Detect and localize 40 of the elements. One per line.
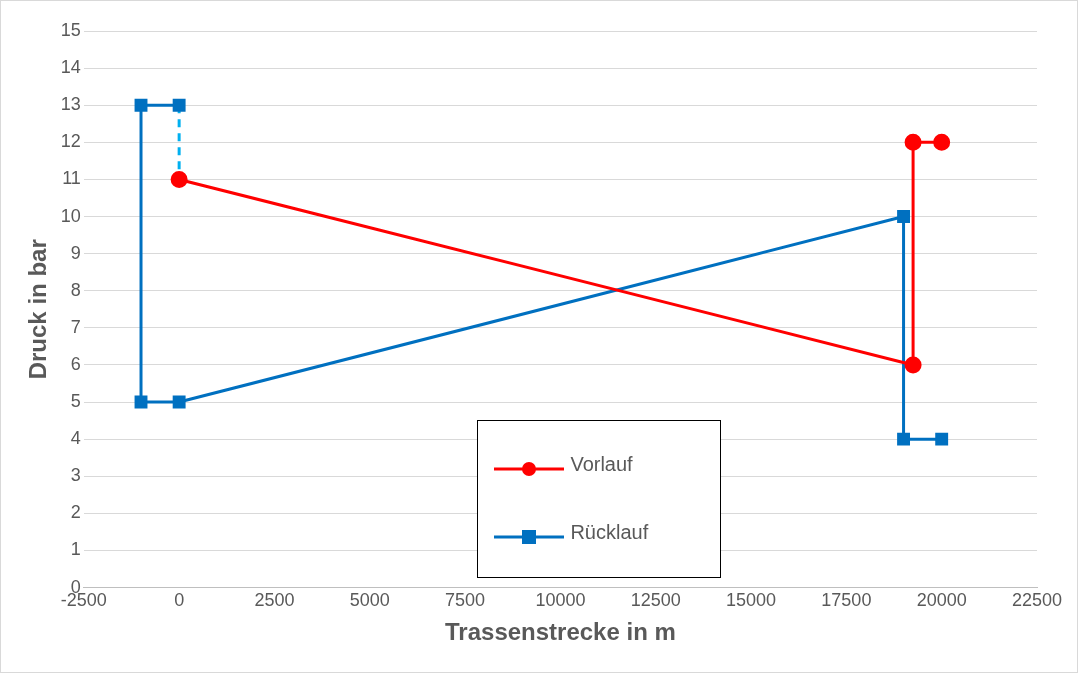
point (172, 98, 186, 112)
y-tick-label: 10 (60, 205, 81, 226)
y-tick-label: 4 (70, 428, 81, 449)
y-tick-label: 14 (60, 57, 81, 78)
point (134, 98, 148, 112)
point (134, 395, 148, 409)
point (904, 133, 922, 151)
y-tick-label: 13 (60, 94, 81, 115)
x-tick-label: 22500 (1011, 590, 1063, 611)
y-tick-label: 6 (70, 353, 81, 374)
y-axis-title: Druck in bar (24, 239, 52, 380)
y-tick-label: 12 (60, 131, 81, 152)
x-axis-title: Trassenstrecke in m (445, 618, 676, 646)
point (170, 170, 188, 188)
x-tick-label: 0 (174, 590, 185, 611)
point (904, 356, 922, 374)
x-tick-label: 12500 (630, 590, 681, 611)
x-tick-label: 2500 (254, 590, 295, 611)
y-tick-label: 15 (60, 19, 81, 40)
x-tick-label: 20000 (916, 590, 967, 611)
y-tick-label: 7 (70, 316, 81, 337)
y-tick-label: 5 (70, 391, 81, 412)
legend-label: Vorlauf (570, 453, 633, 477)
y-tick-label: 1 (70, 539, 81, 560)
y-tick-label: 9 (70, 242, 81, 263)
point (933, 133, 951, 151)
point (897, 432, 911, 446)
x-tick-label: 5000 (349, 590, 390, 611)
y-tick-label: 3 (70, 465, 81, 486)
point (897, 210, 911, 223)
y-tick-label: 2 (70, 502, 81, 523)
point (172, 395, 186, 409)
x-tick-label: 7500 (445, 590, 486, 611)
x-tick-label: 10000 (535, 590, 586, 611)
y-tick-label: 8 (70, 279, 81, 300)
legend-label: Rücklauf (570, 521, 649, 545)
x-tick-label: 17500 (821, 590, 872, 611)
x-tick-label: 15000 (726, 590, 777, 611)
point (935, 432, 949, 446)
y-tick-label: 11 (62, 168, 81, 189)
